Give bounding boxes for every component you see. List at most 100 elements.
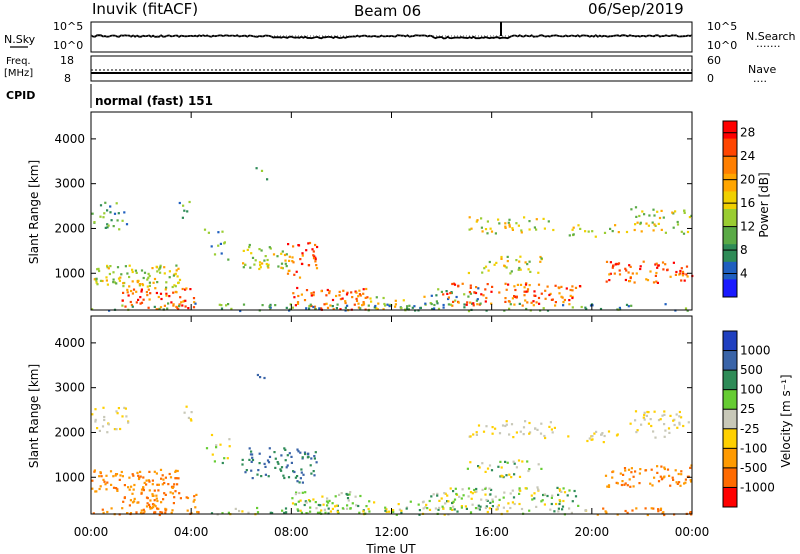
data-cell	[504, 222, 507, 225]
data-cell	[139, 470, 142, 473]
data-cell	[210, 245, 213, 248]
data-cell	[571, 285, 574, 288]
data-cell	[287, 476, 291, 479]
data-cell	[259, 263, 262, 266]
data-cell	[435, 294, 438, 297]
data-cell	[178, 278, 182, 281]
data-cell	[172, 291, 175, 294]
data-cell	[322, 503, 325, 506]
data-cell	[466, 301, 469, 304]
data-cell	[247, 511, 250, 514]
data-cell	[296, 448, 299, 451]
data-cell	[288, 255, 291, 258]
data-cell	[312, 470, 315, 473]
data-cell	[497, 504, 500, 507]
noise-right-tick-top: 10^5	[707, 20, 737, 33]
data-cell	[357, 302, 360, 305]
data-cell	[501, 424, 505, 427]
data-cell	[660, 228, 663, 231]
data-cell	[261, 262, 264, 265]
data-cell	[168, 472, 171, 476]
data-cell	[211, 453, 214, 456]
data-cell	[640, 423, 643, 426]
data-cell	[554, 301, 557, 304]
data-cell	[632, 485, 635, 488]
data-cell	[291, 502, 295, 505]
data-cell	[386, 303, 389, 306]
data-cell	[226, 457, 229, 460]
data-cell	[450, 291, 453, 295]
data-cell	[535, 228, 538, 231]
data-cell	[305, 501, 308, 504]
data-cell	[469, 301, 472, 304]
data-cell	[250, 252, 253, 255]
data-cell	[269, 247, 272, 250]
y-tick-label-1000: 1000	[54, 470, 85, 484]
data-cell	[540, 500, 543, 503]
data-cell	[577, 504, 580, 507]
data-cell	[444, 492, 447, 495]
data-cell	[467, 271, 470, 275]
data-cell	[530, 494, 533, 497]
data-cell	[438, 506, 441, 509]
data-cell	[533, 290, 536, 293]
data-cell	[639, 221, 642, 224]
data-cell	[608, 273, 611, 276]
data-cell	[388, 510, 391, 513]
data-cell	[486, 220, 489, 223]
data-cell	[489, 501, 492, 504]
data-cell	[169, 491, 172, 494]
velocity-colorbar-segment	[723, 331, 737, 352]
data-cell	[618, 306, 621, 309]
x-tick-label: 08:00	[274, 525, 309, 539]
data-cell	[443, 492, 446, 495]
data-cell	[574, 286, 578, 289]
data-cell	[451, 304, 454, 307]
data-cell	[312, 498, 315, 501]
data-cell	[329, 304, 332, 307]
data-cell	[276, 461, 279, 464]
velocity-colorbar-segment	[723, 428, 737, 449]
data-cell	[99, 485, 102, 488]
data-cell	[506, 255, 509, 258]
data-cell	[617, 231, 620, 234]
data-cell	[472, 433, 475, 436]
data-cell	[620, 483, 623, 487]
data-cell	[446, 292, 449, 295]
data-cell	[239, 309, 242, 313]
data-cell	[367, 507, 370, 511]
data-cell	[177, 281, 180, 285]
data-cell	[624, 278, 627, 282]
velocity-colorbar-segment	[723, 448, 737, 469]
data-cell	[635, 215, 638, 218]
data-cell	[447, 296, 450, 299]
data-cell	[634, 410, 638, 413]
data-cell	[115, 410, 118, 413]
data-cell	[137, 477, 141, 481]
data-cell	[550, 298, 553, 301]
data-cell	[568, 299, 571, 302]
data-cell	[186, 509, 189, 512]
data-cell	[398, 508, 401, 511]
data-cell	[283, 447, 286, 450]
data-cell	[639, 222, 642, 226]
data-cell	[515, 431, 518, 434]
data-cell	[227, 511, 230, 514]
data-cell	[102, 406, 105, 409]
data-cell	[153, 499, 156, 502]
data-cell	[433, 307, 436, 310]
data-cell	[508, 307, 511, 310]
freq-panel-frame	[90, 55, 693, 82]
data-cell	[136, 281, 139, 284]
data-cell	[557, 493, 560, 496]
data-cell	[660, 209, 663, 212]
data-cell	[454, 299, 457, 302]
data-cell	[288, 452, 291, 455]
data-cell	[105, 279, 108, 282]
data-cell	[685, 265, 689, 268]
data-cell	[672, 478, 675, 481]
data-cell	[469, 286, 472, 289]
data-cell	[134, 269, 137, 272]
